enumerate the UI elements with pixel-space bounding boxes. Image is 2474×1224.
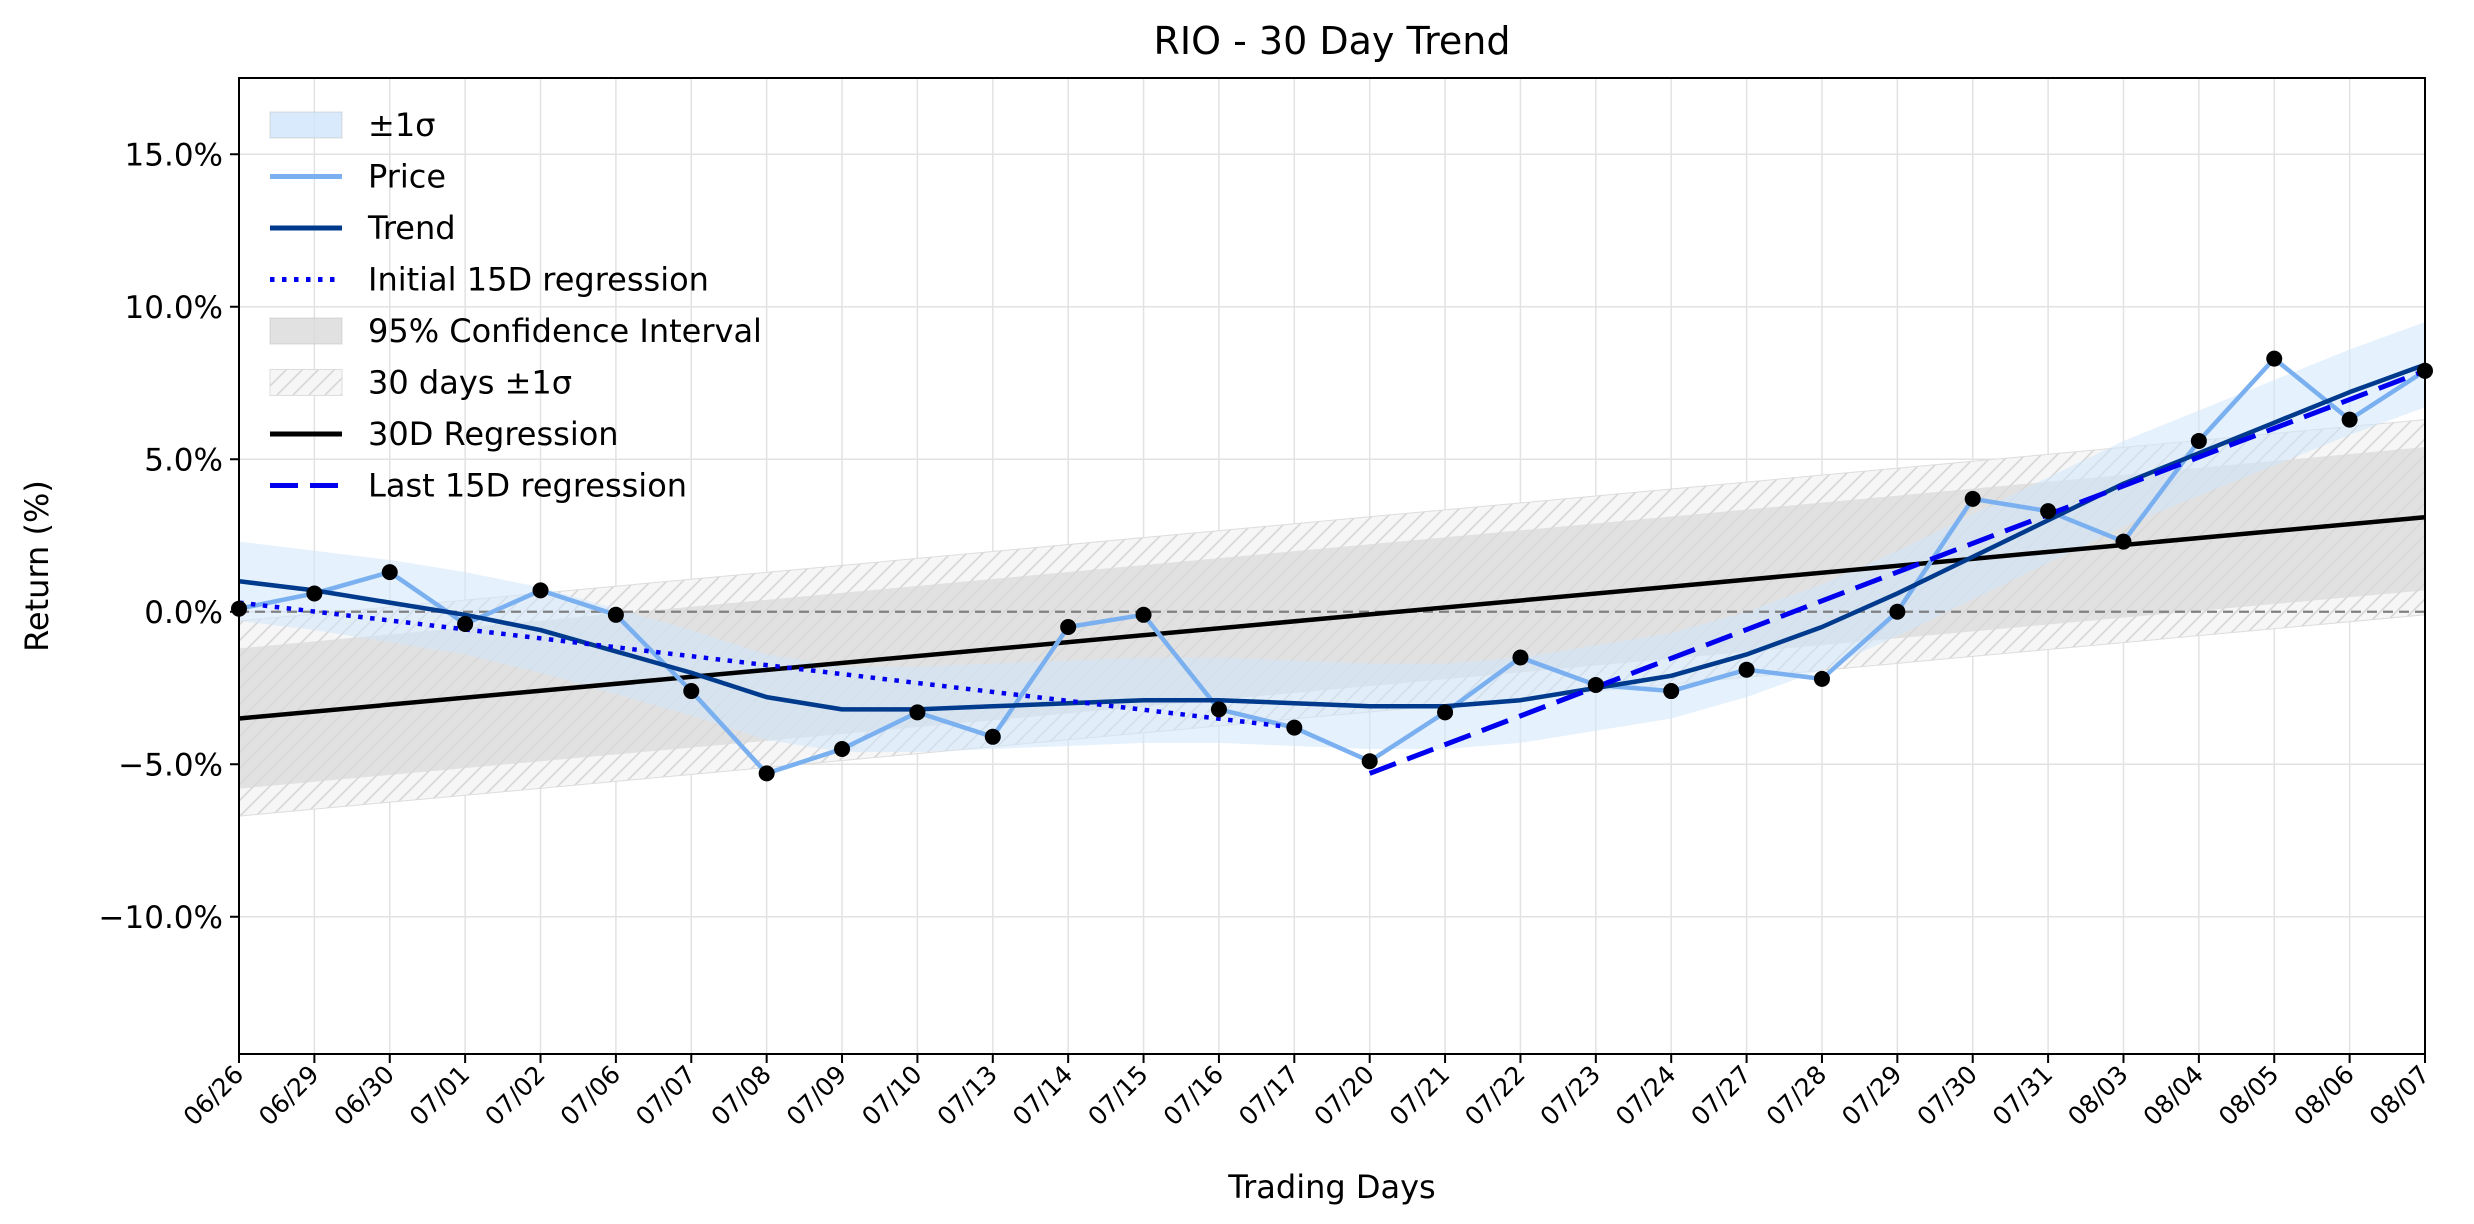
x-axis-label: Trading Days [1227, 1168, 1435, 1206]
price-point [1587, 676, 1604, 693]
price-point [1738, 661, 1755, 678]
price-point [306, 585, 323, 602]
x-tick-label: 07/09 [781, 1060, 852, 1131]
price-point [1964, 490, 1981, 507]
legend-item: ±1σ [269, 106, 435, 144]
line-initial-15d-regression [239, 600, 1295, 730]
legend-label: ±1σ [368, 106, 435, 144]
x-tick-label: 07/22 [1459, 1060, 1530, 1131]
line-trend [239, 362, 2425, 712]
plot-frame [238, 77, 2426, 1055]
price-point [1361, 753, 1378, 770]
price-point [834, 741, 851, 757]
legend-item: 30D Regression [270, 415, 619, 453]
price-point [1889, 603, 1906, 620]
price-point [1813, 670, 1830, 687]
legend-label: Initial 15D regression [368, 261, 709, 299]
x-tick-label: 07/29 [1836, 1060, 1907, 1131]
legend-label: Price [368, 158, 446, 196]
x-tick-label: 06/26 [178, 1060, 249, 1131]
x-tick-label: 07/27 [1685, 1060, 1756, 1131]
x-tick-label: 07/10 [856, 1060, 927, 1131]
x-tick-label: 07/20 [1308, 1060, 1379, 1131]
price-point [457, 615, 474, 632]
y-axis-label: Return (%) [18, 480, 56, 652]
x-tick-label: 07/06 [555, 1060, 626, 1131]
x-tick-label: 07/17 [1233, 1060, 1304, 1131]
price-point [1663, 683, 1680, 700]
x-tick-label: 07/23 [1535, 1060, 1606, 1131]
legend-label: Trend [367, 209, 456, 247]
y-tick-label: 5.0% [144, 442, 223, 478]
price-point [683, 683, 700, 700]
price-point [1437, 704, 1454, 721]
x-tick-label: 07/13 [932, 1060, 1003, 1131]
x-tick-label: 06/29 [253, 1060, 324, 1131]
y-axis: −10.0% −5.0% 0.0% 5.0% 10.0% 15.0% [99, 137, 239, 936]
x-tick-label: 07/31 [1987, 1060, 2058, 1131]
line-last-15d-regression [1368, 368, 2425, 776]
legend: ±1σ Price Trend Initial 15D regression 95% C… [269, 106, 762, 505]
x-tick-label: 08/05 [2213, 1060, 2284, 1131]
legend-item: 95% Confidence Interval [269, 312, 762, 350]
price-point [532, 582, 549, 599]
y-tick-label: 10.0% [125, 290, 223, 326]
x-tick-label: 07/30 [1912, 1060, 1983, 1131]
chart-title: RIO - 30 Day Trend [1154, 19, 1511, 63]
price-point [381, 564, 398, 581]
legend-item: 30 days ±1σ [269, 364, 572, 402]
price-point [1512, 649, 1529, 666]
price-point [2341, 411, 2358, 428]
price-point [2040, 503, 2057, 520]
price-point [1060, 619, 1077, 635]
x-tick-label: 07/08 [705, 1060, 776, 1131]
series-lines [239, 356, 2425, 776]
line-30d-regression [239, 514, 2425, 721]
x-tick-label: 07/24 [1610, 1060, 1681, 1131]
legend-label: 30 days ±1σ [368, 364, 572, 402]
x-tick-label: 07/15 [1082, 1060, 1153, 1131]
x-tick-label: 08/04 [2138, 1060, 2209, 1131]
legend-swatch [269, 317, 343, 345]
x-tick-label: 06/30 [329, 1060, 400, 1131]
y-tick-label: 15.0% [125, 137, 223, 173]
band-sigma [239, 322, 2425, 753]
legend-swatch [269, 369, 343, 396]
price-point [984, 728, 1001, 745]
price-point [2115, 533, 2132, 550]
legend-swatch [269, 111, 343, 139]
legend-item: Price [270, 158, 446, 196]
legend-label: Last 15D regression [368, 467, 687, 505]
x-tick-label: 07/14 [1007, 1060, 1078, 1131]
price-point [758, 765, 775, 782]
y-tick-label: −5.0% [118, 747, 223, 783]
x-tick-label: 08/07 [2364, 1060, 2435, 1131]
x-tick-label: 07/01 [404, 1060, 475, 1131]
price-point [1210, 701, 1227, 718]
y-tick-label: −10.0% [99, 900, 223, 936]
price-point [1135, 606, 1152, 623]
x-tick-label: 07/16 [1158, 1060, 1229, 1131]
price-point [2190, 432, 2207, 449]
x-axis: 06/26 06/29 06/30 07/01 07/02 07/06 07/07 07/08… [178, 1054, 2435, 1131]
legend-item: Last 15D regression [270, 467, 687, 505]
price-point [1286, 719, 1303, 736]
legend-label: 30D Regression [368, 415, 619, 453]
legend-label: 95% Confidence Interval [368, 312, 762, 350]
price-point [909, 704, 926, 721]
x-tick-label: 08/03 [2062, 1060, 2133, 1131]
y-tick-label: 0.0% [144, 595, 223, 631]
x-tick-label: 07/02 [479, 1060, 550, 1131]
price-markers [231, 350, 2433, 782]
x-tick-label: 08/06 [2288, 1060, 2359, 1131]
legend-item: Trend [270, 209, 456, 247]
x-tick-label: 07/07 [630, 1060, 701, 1131]
price-point [607, 606, 624, 623]
x-tick-label: 07/21 [1384, 1060, 1455, 1131]
legend-item: Initial 15D regression [270, 261, 709, 299]
x-tick-label: 07/28 [1761, 1060, 1832, 1131]
price-point [2266, 350, 2283, 367]
